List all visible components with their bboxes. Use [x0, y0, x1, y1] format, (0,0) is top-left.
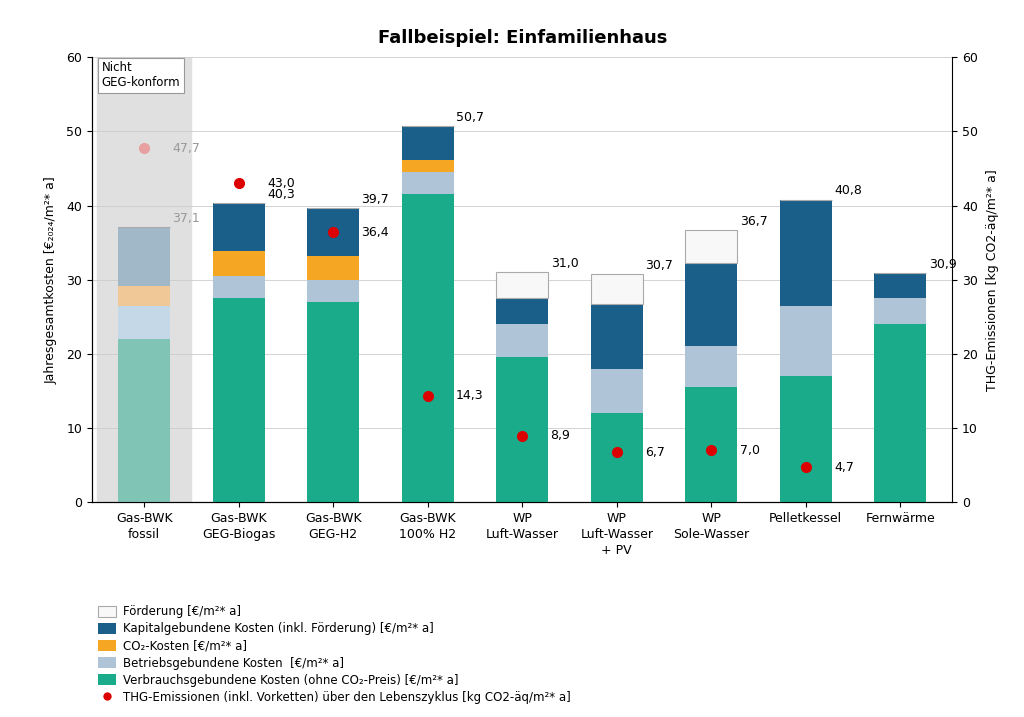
Text: 37,1: 37,1	[172, 212, 201, 225]
Bar	[401, 172, 454, 194]
Text: 30,9: 30,9	[929, 257, 956, 271]
Text: 36,4: 36,4	[361, 226, 389, 239]
Bar	[213, 204, 264, 252]
Text: 47,7: 47,7	[172, 142, 201, 155]
Bar	[307, 302, 359, 502]
Bar	[685, 230, 737, 263]
Bar	[307, 256, 359, 280]
Bar	[307, 280, 359, 302]
Bar	[497, 324, 548, 358]
Bar	[497, 272, 548, 298]
Bar	[780, 199, 831, 305]
Bar	[780, 305, 831, 376]
Text: Nicht
GEG-konform: Nicht GEG-konform	[101, 61, 180, 89]
Text: 30,7: 30,7	[645, 260, 673, 272]
Bar	[118, 305, 170, 339]
Bar	[874, 298, 927, 324]
Text: 40,3: 40,3	[267, 188, 295, 201]
Bar	[591, 275, 643, 304]
Bar	[213, 298, 264, 502]
Text: 4,7: 4,7	[835, 460, 854, 473]
Bar	[591, 369, 643, 413]
Bar	[497, 298, 548, 324]
Text: 14,3: 14,3	[456, 389, 483, 402]
Bar	[213, 276, 264, 298]
Text: 40,8: 40,8	[835, 184, 862, 197]
Bar	[874, 273, 927, 298]
Text: 39,7: 39,7	[361, 193, 389, 206]
Bar	[685, 346, 737, 387]
Text: 7,0: 7,0	[739, 444, 760, 457]
Bar	[213, 252, 264, 276]
Text: 8,9: 8,9	[551, 429, 570, 442]
Bar	[118, 227, 170, 286]
Text: 36,7: 36,7	[739, 215, 767, 228]
Bar	[307, 208, 359, 256]
Bar	[401, 194, 454, 502]
Text: 31,0: 31,0	[551, 257, 579, 270]
Bar	[591, 413, 643, 502]
Bar	[118, 339, 170, 502]
Y-axis label: Jahresgesamtkosten [€₂₀₂₄/m²* a]: Jahresgesamtkosten [€₂₀₂₄/m²* a]	[45, 176, 58, 384]
Legend: Förderung [€/m²* a], Kapitalgebundene Kosten (inkl. Förderung) [€/m²* a], CO₂-Ko: Förderung [€/m²* a], Kapitalgebundene Ko…	[98, 605, 570, 704]
Bar	[118, 286, 170, 305]
Text: 43,0: 43,0	[267, 177, 295, 190]
Bar	[401, 126, 454, 160]
Bar	[685, 263, 737, 346]
Bar	[497, 358, 548, 502]
Bar	[97, 57, 191, 502]
Bar	[401, 160, 454, 172]
Y-axis label: THG-Emissionen [kg CO2-äq/m²* a]: THG-Emissionen [kg CO2-äq/m²* a]	[986, 168, 999, 391]
Text: 6,7: 6,7	[645, 446, 665, 459]
Bar	[685, 387, 737, 502]
Text: 50,7: 50,7	[456, 111, 484, 124]
Bar	[591, 304, 643, 369]
Bar	[780, 376, 831, 502]
Bar	[874, 324, 927, 502]
Title: Fallbeispiel: Einfamilienhaus: Fallbeispiel: Einfamilienhaus	[378, 29, 667, 47]
